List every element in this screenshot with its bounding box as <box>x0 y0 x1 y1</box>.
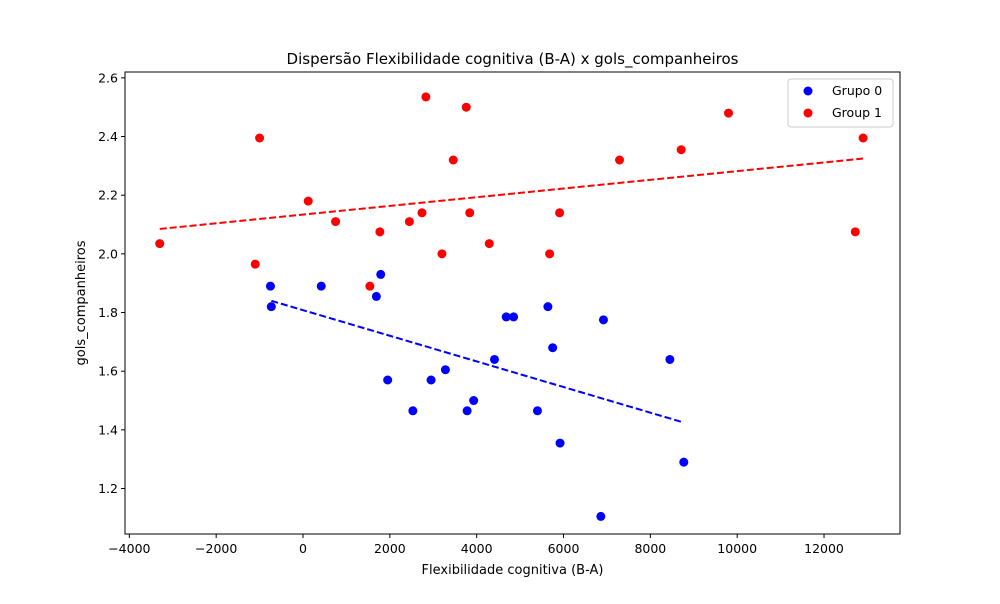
data-point-grupo-0 <box>532 406 542 416</box>
data-point-grupo-0 <box>665 354 675 364</box>
data-point-grupo-0 <box>489 354 499 364</box>
data-point-group-1 <box>484 239 494 249</box>
data-point-group-1 <box>331 217 341 227</box>
data-point-grupo-0 <box>265 281 275 291</box>
data-point-grupo-0 <box>462 406 472 416</box>
data-point-group-1 <box>250 259 260 269</box>
data-point-grupo-0 <box>679 457 689 467</box>
x-tick-label: 6000 <box>548 541 580 556</box>
x-axis: −4000 −2000 0 2000 4000 6000 8000 10000 12000 <box>108 534 844 556</box>
data-point-grupo-0 <box>555 438 565 448</box>
data-point-group-1 <box>404 217 414 227</box>
data-point-group-1 <box>858 133 868 143</box>
x-tick-label: −2000 <box>195 541 237 556</box>
legend-marker-grupo-0 <box>803 86 813 96</box>
data-point-grupo-0 <box>316 281 326 291</box>
data-point-grupo-0 <box>509 312 519 322</box>
data-point-group-1 <box>375 227 385 237</box>
data-point-group-1 <box>365 281 375 291</box>
data-point-grupo-0 <box>501 312 511 322</box>
data-point-group-1 <box>465 208 475 218</box>
x-tick-label: 10000 <box>717 541 757 556</box>
data-point-group-1 <box>615 155 625 165</box>
data-point-group-1 <box>417 208 427 218</box>
y-tick-label: 1.6 <box>98 364 118 379</box>
data-point-group-1 <box>555 208 565 218</box>
data-point-grupo-0 <box>596 511 606 521</box>
legend-label-group-1: Group 1 <box>832 105 882 120</box>
data-point-grupo-0 <box>408 406 418 416</box>
trend-line-group-1 <box>159 157 864 230</box>
y-tick-label: 1.8 <box>98 305 118 320</box>
y-tick-label: 1.4 <box>98 422 118 437</box>
legend-marker-group-1 <box>803 108 813 118</box>
data-point-grupo-0 <box>426 375 436 385</box>
x-tick-label: 8000 <box>634 541 666 556</box>
data-point-grupo-0 <box>371 291 381 301</box>
data-point-grupo-0 <box>440 365 450 375</box>
plot-marks <box>155 92 868 521</box>
data-point-grupo-0 <box>383 375 393 385</box>
y-tick-label: 1.2 <box>98 481 118 496</box>
data-point-group-1 <box>255 133 265 143</box>
legend-box <box>787 78 894 128</box>
data-point-group-1 <box>676 145 686 155</box>
data-point-grupo-0 <box>598 315 608 325</box>
data-point-group-1 <box>545 249 555 259</box>
data-point-grupo-0 <box>543 302 553 312</box>
x-tick-label: 12000 <box>804 541 844 556</box>
y-axis-label: gols_companheiros <box>74 240 89 365</box>
data-point-grupo-0 <box>266 302 276 312</box>
data-point-group-1 <box>155 239 165 249</box>
chart-title: Dispersão Flexibilidade cognitiva (B-A) … <box>287 50 739 69</box>
data-point-grupo-0 <box>376 269 386 279</box>
x-tick-label: 0 <box>299 541 307 556</box>
trend-line-grupo-0 <box>271 299 685 424</box>
x-tick-label: −4000 <box>108 541 150 556</box>
x-tick-label: 2000 <box>374 541 406 556</box>
data-point-grupo-0 <box>548 343 558 353</box>
data-point-group-1 <box>437 249 447 259</box>
plot-frame <box>124 71 901 535</box>
data-point-group-1 <box>421 92 431 102</box>
data-point-group-1 <box>850 227 860 237</box>
data-point-group-1 <box>303 196 313 206</box>
data-point-grupo-0 <box>469 396 479 406</box>
y-axis: 1.2 1.4 1.6 1.8 2.0 2.2 2.4 2.6 <box>98 70 125 496</box>
data-point-group-1 <box>724 108 734 118</box>
data-point-group-1 <box>461 102 471 112</box>
legend-label-grupo-0: Grupo 0 <box>832 83 882 98</box>
x-axis-label: Flexibilidade cognitiva (B-A) <box>422 563 604 578</box>
data-point-group-1 <box>448 155 458 165</box>
y-tick-label: 2.0 <box>98 246 118 261</box>
legend: Grupo 0 Group 1 <box>787 78 894 128</box>
y-tick-label: 2.6 <box>98 70 118 85</box>
y-tick-label: 2.4 <box>98 129 118 144</box>
y-tick-label: 2.2 <box>98 188 118 203</box>
x-tick-label: 4000 <box>461 541 493 556</box>
